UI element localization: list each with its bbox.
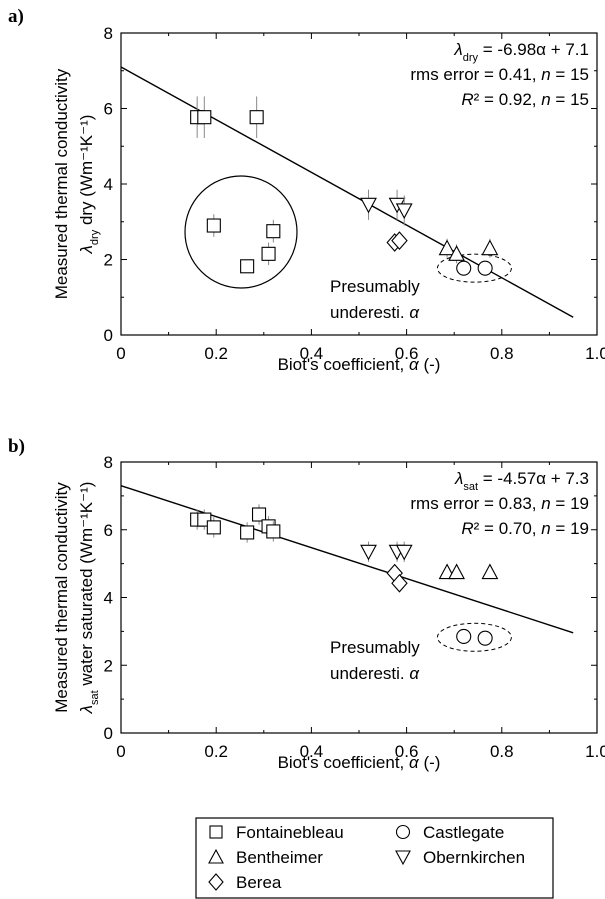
legend-marker-berea <box>208 873 224 891</box>
legend-label-bentheimer: Bentheimer <box>236 848 323 867</box>
y-tick-label: 0 <box>104 724 113 743</box>
y-tick-label: 8 <box>104 24 113 43</box>
y-axis-label-line2: λsat water saturated (Wm⁻¹K⁻¹) <box>77 482 101 715</box>
rms-text: rms error = 0.83, n = 19 <box>410 494 589 513</box>
y-axis-label-line1: Measured thermal conductivity <box>52 68 71 299</box>
y-tick-label: 6 <box>104 521 113 540</box>
legend-marker-fontainebleau <box>209 825 223 839</box>
note-line1: Presumably <box>330 638 420 657</box>
data-point-fontainebleau <box>251 507 267 522</box>
note-line1: Presumably <box>330 277 420 296</box>
legend-label-fontainebleau: Fontainebleau <box>236 823 344 842</box>
x-tick-label: 1.0 <box>585 742 605 761</box>
x-axis-label: Biot's coefficient, α (-) <box>278 753 441 772</box>
y-tick-label: 6 <box>104 100 113 119</box>
data-point-obernkirchen <box>395 544 413 561</box>
rms-text: rms error = 0.41, n = 15 <box>410 65 589 84</box>
data-point-bentheimer <box>481 239 499 256</box>
panel-label: a) <box>8 6 24 27</box>
x-axis-label: Biot's coefficient, α (-) <box>278 355 441 374</box>
y-tick-label: 4 <box>104 589 113 608</box>
fit-line <box>120 66 574 318</box>
chart-panel-1: a) 0 0.2 0.4 0.6 0.8 1.0 0 2 4 6 8 Biot's coefficien… <box>8 6 605 374</box>
x-tick-label: 0.8 <box>490 344 514 363</box>
x-tick-label: 0.8 <box>490 742 514 761</box>
data-point-castlegate <box>477 630 493 646</box>
x-tick-label: 0.4 <box>300 344 324 363</box>
data-point-obernkirchen <box>395 203 413 220</box>
legend-label-castlegate: Castlegate <box>423 823 504 842</box>
data-point-bentheimer <box>438 239 456 256</box>
data-point-bentheimer <box>448 563 465 580</box>
data-point-fontainebleau <box>240 525 255 540</box>
data-point-bentheimer <box>481 563 499 580</box>
data-point-fontainebleau <box>266 524 281 539</box>
data-point-obernkirchen <box>360 544 377 561</box>
x-tick-label: 0.2 <box>204 344 228 363</box>
chart-panel-2: b) 0 0.2 0.4 0.6 0.8 1.0 0 2 4 6 8 Biot's coefficien… <box>8 436 605 772</box>
data-point-castlegate <box>456 260 472 276</box>
data-point-fontainebleau <box>261 246 276 261</box>
data-point-fontainebleau <box>249 110 264 125</box>
data-point-fontainebleau <box>240 259 255 274</box>
data-point-berea <box>391 573 408 593</box>
x-tick-label: 0 <box>116 742 125 761</box>
y-tick-label: 4 <box>104 175 113 194</box>
y-tick-label: 0 <box>104 326 113 345</box>
x-tick-label: 0.2 <box>204 742 228 761</box>
r2-text: R² = 0.92, n = 15 <box>461 90 589 109</box>
legend-marker-obernkirchen <box>395 850 411 866</box>
y-axis-label-line2: λdry dry (Wm⁻¹K⁻¹) <box>77 115 101 255</box>
legend-label-berea: Berea <box>236 873 282 892</box>
outlier-circle <box>184 175 298 289</box>
data-point-castlegate <box>477 260 493 276</box>
note-line2: underesti. α <box>330 303 420 322</box>
y-tick-label: 2 <box>104 251 113 270</box>
legend-label-obernkirchen: Obernkirchen <box>423 848 525 867</box>
data-point-fontainebleau <box>206 218 221 233</box>
data-point-bentheimer <box>448 245 465 261</box>
data-point-castlegate <box>456 628 472 645</box>
y-tick-label: 2 <box>104 656 113 675</box>
x-tick-label: 0.6 <box>395 344 419 363</box>
y-tick-label: 8 <box>104 453 113 472</box>
x-tick-label: 0 <box>116 344 125 363</box>
x-tick-label: 1.0 <box>585 344 605 363</box>
x-tick-label: 0.6 <box>395 742 419 761</box>
data-point-fontainebleau <box>266 224 281 239</box>
equation-text: λsat = -4.57α + 7.3 <box>454 469 589 493</box>
castlegate-ellipse <box>436 622 512 652</box>
legend: Fontainebleau Castlegate Bentheimer Obernki… <box>195 817 554 899</box>
data-point-obernkirchen <box>360 197 377 214</box>
note-line2: underesti. α <box>330 664 420 683</box>
y-axis-label-line1: Measured thermal conductivity <box>52 482 71 713</box>
data-point-fontainebleau <box>206 520 221 535</box>
r2-text: R² = 0.70, n = 19 <box>461 519 589 538</box>
data-point-berea <box>391 231 408 250</box>
legend-box <box>195 817 554 899</box>
legend-marker-castlegate <box>395 824 411 840</box>
fit-line <box>120 485 574 634</box>
castlegate-ellipse <box>436 253 512 283</box>
x-tick-label: 0.4 <box>300 742 324 761</box>
legend-marker-bentheimer <box>208 848 224 864</box>
panel-label: b) <box>8 436 25 457</box>
data-point-fontainebleau <box>197 110 212 125</box>
equation-text: λdry = -6.98α + 7.1 <box>453 40 589 64</box>
